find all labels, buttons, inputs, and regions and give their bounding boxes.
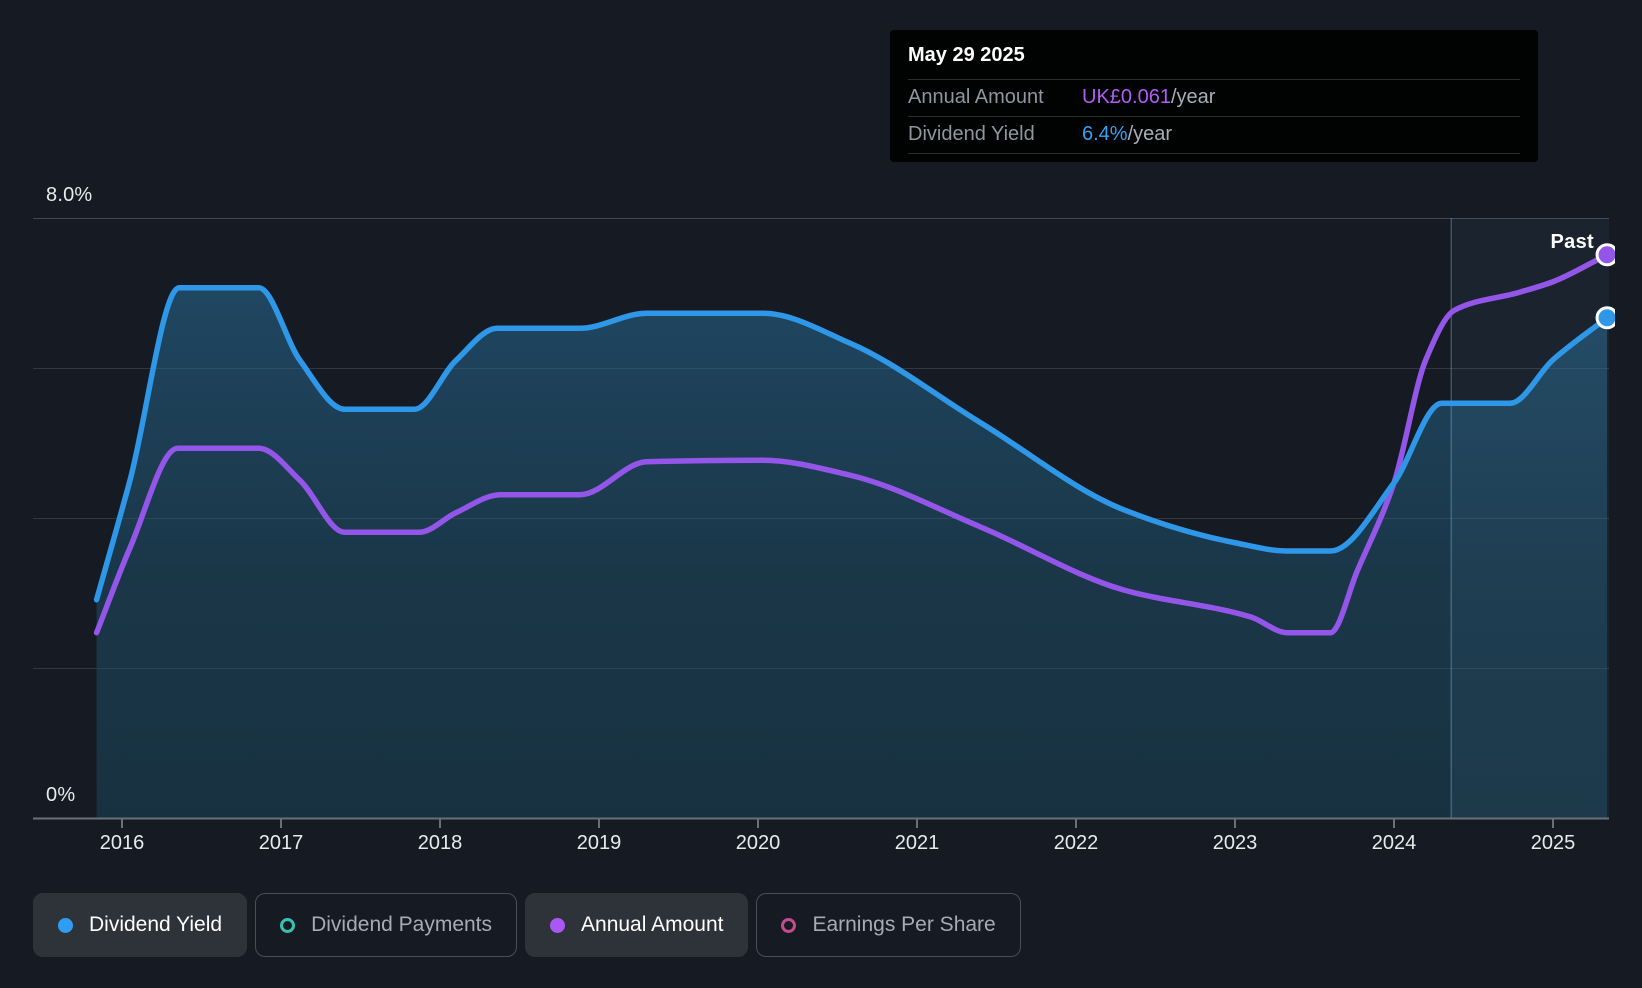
annual-amount-dot-icon <box>550 917 566 933</box>
x-axis-label: 2025 <box>1530 832 1576 854</box>
tooltip-value: 6.4% <box>1082 123 1128 145</box>
plot-area <box>93 218 1615 818</box>
chart-legend: Dividend Yield Dividend Payments Annual … <box>33 893 1021 957</box>
dividend-yield-dot-icon <box>58 917 73 933</box>
past-label: Past <box>1550 231 1594 253</box>
x-axis-label: 2017 <box>258 832 304 854</box>
x-axis-label: 2020 <box>735 832 781 854</box>
y-axis-label: 0% <box>46 784 76 806</box>
x-axis-label: 2022 <box>1053 832 1099 854</box>
legend-label: Dividend Yield <box>89 913 223 936</box>
x-axis-label: 2023 <box>1212 832 1258 854</box>
annual-amount-line <box>93 252 1610 636</box>
chart-tooltip: May 29 2025 Annual Amount UK£0.061 /year… <box>890 30 1538 162</box>
x-axis-label: 2016 <box>99 832 145 854</box>
tooltip-value: UK£0.061 <box>1082 86 1171 108</box>
dividend-yield-end-marker <box>1595 306 1615 330</box>
tooltip-date: May 29 2025 <box>908 30 1520 80</box>
dividend-yield-area-fill <box>96 287 1608 818</box>
y-axis-label: 8.0% <box>46 184 93 206</box>
tooltip-suffix: /year <box>1127 123 1173 145</box>
tooltip-suffix: /year <box>1170 86 1216 108</box>
dividend-payments-ring-icon <box>280 917 296 933</box>
legend-toggle-annual-amount[interactable]: Annual Amount <box>525 893 749 957</box>
dividend-yield-line <box>93 285 1610 603</box>
x-axis-label: 2021 <box>894 832 940 854</box>
x-axis-label: 2024 <box>1371 832 1417 854</box>
legend-label: Earnings Per Share <box>812 913 996 936</box>
earnings-per-share-ring-icon <box>781 917 797 933</box>
tooltip-row-dividend-yield: Dividend Yield 6.4% /year <box>908 117 1520 154</box>
legend-toggle-earnings-per-share[interactable]: Earnings Per Share <box>756 893 1021 957</box>
tooltip-label: Dividend Yield <box>908 123 1035 145</box>
legend-toggle-dividend-payments[interactable]: Dividend Payments <box>255 893 518 957</box>
legend-label: Annual Amount <box>581 913 724 936</box>
x-axis-label: 2018 <box>417 832 463 854</box>
x-axis-label: 2019 <box>576 832 622 854</box>
legend-toggle-dividend-yield[interactable]: Dividend Yield <box>33 893 248 957</box>
past-region-band <box>1451 218 1609 818</box>
annual-amount-end-marker <box>1595 243 1615 267</box>
tooltip-label: Annual Amount <box>908 86 1044 108</box>
legend-label: Dividend Payments <box>311 913 493 936</box>
tooltip-row-annual-amount: Annual Amount UK£0.061 /year <box>908 80 1520 117</box>
